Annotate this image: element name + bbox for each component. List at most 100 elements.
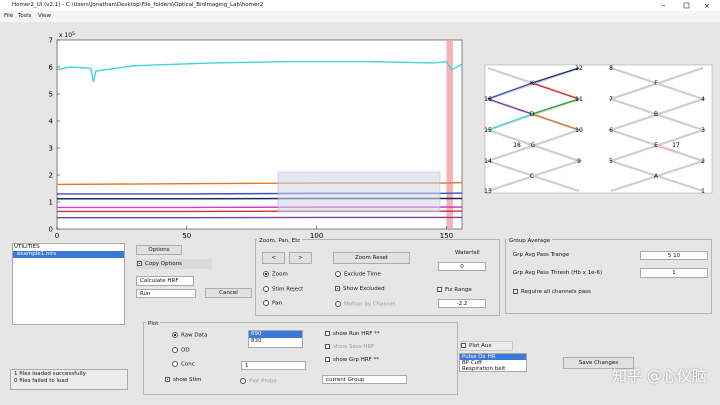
fix-range-checkbox[interactable]: Fix Range <box>437 287 472 293</box>
checkbox-label: Require all channels pass <box>521 289 591 295</box>
checkbox-label: Plot Aux <box>469 343 492 349</box>
pan-radio[interactable]: Pan <box>263 300 282 307</box>
prev-button[interactable]: < <box>262 252 285 264</box>
conc-radio[interactable]: Conc <box>172 361 195 368</box>
thresh-label: Grp Avg Pass Thresh (Hb x 1e-6) <box>513 270 603 276</box>
probe-area <box>484 64 713 194</box>
options-button[interactable]: Options <box>136 245 182 255</box>
checkbox-label: Copy Options <box>145 261 182 267</box>
x-tick-label: 50 <box>182 232 191 240</box>
zoom-reset-button[interactable]: Zoom Reset <box>333 252 410 264</box>
exponent-base: x 10 <box>59 32 72 39</box>
axis-exponent: x 105 <box>59 31 75 39</box>
probe-links <box>607 66 707 193</box>
trange-field[interactable]: 5 10 <box>640 251 708 260</box>
thresh-field[interactable]: 1 <box>640 268 708 278</box>
y-tick-label: 2 <box>49 172 53 180</box>
probe-label: 16 <box>484 96 492 103</box>
save-button[interactable]: Save Changes <box>563 357 634 369</box>
window-title: Homer2_UI (v2.1) - C:\Users\Jonathan\Des… <box>12 2 264 8</box>
probe-label: F <box>654 80 658 87</box>
file-list[interactable]: UTILITIES example1.nirs <box>12 243 125 325</box>
checkbox-label: Show Excluded <box>343 286 385 292</box>
show-sess-hrf-checkbox[interactable]: show Sess HRF <box>325 344 374 350</box>
menu-item[interactable]: View <box>38 13 52 19</box>
menu-bar <box>0 11 720 22</box>
y-tick-label: 1 <box>49 199 53 207</box>
trange-label: Grp Avg Pass Trange <box>513 252 570 258</box>
radio-label: Motion by Channel <box>344 301 396 308</box>
probe-label: E <box>654 142 658 149</box>
plot-aux-checkbox[interactable]: Plot Aux <box>460 341 513 351</box>
probe-label: 12 <box>575 65 583 72</box>
probe-label: 11 <box>575 96 583 103</box>
scope-dropdown[interactable]: Run <box>136 289 196 298</box>
motion-channel-radio[interactable]: Motion by Channel <box>335 301 395 308</box>
probe-label: G <box>531 142 536 149</box>
stim-reject-radio[interactable]: Stim Reject <box>263 286 303 293</box>
od-radio[interactable]: OD <box>172 347 190 354</box>
aux-item[interactable]: Pulse Ox HR <box>460 354 526 360</box>
aux-list[interactable]: Pulse Ox HR BP Cuff Respiration belt <box>459 353 527 372</box>
probe-links <box>607 66 707 193</box>
checkbox-label: show Sess HRF <box>333 344 375 350</box>
title-bar <box>0 0 720 11</box>
wavelength-list[interactable]: 690 830 <box>248 330 303 348</box>
probe-label: 3 <box>701 127 705 134</box>
group-average-panel <box>505 239 712 314</box>
plot-probe-radio[interactable]: Plot Probe <box>240 378 277 385</box>
panel-title: Group Average <box>507 237 553 245</box>
status-box: 1 files loaded successfully 0 files fail… <box>10 369 128 390</box>
wavelength-item[interactable]: 690 <box>249 331 302 338</box>
probe-label: 14 <box>484 158 492 165</box>
channel-line <box>487 113 533 131</box>
group-dropdown[interactable]: current Group <box>322 375 407 384</box>
radio-label: Conc <box>181 361 195 368</box>
minimize-button[interactable]: – <box>662 1 666 9</box>
next-button[interactable]: > <box>289 252 312 264</box>
file-item[interactable]: example1.nirs <box>13 251 124 258</box>
show-stim-checkbox[interactable]: show Stim <box>165 377 202 383</box>
probe-label: 5 <box>609 158 613 165</box>
show-grp-hrf-checkbox[interactable]: show Grp HRF ** <box>325 357 379 363</box>
raw-data-radio[interactable]: Raw Data <box>172 332 207 339</box>
wavelength-item[interactable]: 830 <box>251 338 262 344</box>
probe-label: A <box>654 173 659 180</box>
popup-overlay <box>277 171 441 213</box>
aux-item[interactable]: Respiration belt <box>462 366 506 372</box>
channel-line <box>531 98 580 115</box>
y-tick-label: 5 <box>49 91 53 99</box>
require-all-checkbox[interactable]: Require all channels pass <box>513 289 591 295</box>
zoom-radio[interactable]: Zoom <box>263 271 288 278</box>
close-button[interactable]: × <box>704 2 710 10</box>
probe-label: D <box>530 111 535 118</box>
probe-label: 6 <box>609 127 613 134</box>
probe-label: 2 <box>701 158 705 165</box>
excluded-region <box>446 40 453 229</box>
range-field[interactable]: -2.2 <box>438 299 486 308</box>
condition-dropdown[interactable]: 1 <box>241 361 306 370</box>
waterfall-field[interactable]: 0 <box>438 262 486 271</box>
show-run-hrf-checkbox[interactable]: show Run HRF ** <box>325 331 380 337</box>
calculate-field[interactable]: Calculate HRF <box>136 276 194 286</box>
waterfall-label: Waterfall <box>455 250 480 256</box>
probe-label: K <box>530 80 535 87</box>
copy-options-checkbox[interactable]: Copy Options <box>136 259 212 269</box>
show-excluded-checkbox[interactable]: Show Excluded <box>335 286 385 292</box>
maximize-button[interactable] <box>683 2 690 9</box>
radio-label: Raw Data <box>181 332 208 339</box>
probe-label: C <box>530 173 534 180</box>
aux-item[interactable]: BP Cuff <box>462 360 482 366</box>
panel-title: Plot <box>146 320 161 328</box>
probe-label: 13 <box>484 188 492 195</box>
radio-label: OD <box>181 347 190 354</box>
x-tick-label: 100 <box>310 232 323 240</box>
exclude-time-radio[interactable]: Exclude Time <box>335 271 381 278</box>
menu-item[interactable]: File <box>4 13 14 19</box>
cancel-button[interactable]: Cancel <box>205 288 252 298</box>
plot-panel <box>143 322 458 395</box>
menu-item[interactable]: Tools <box>18 13 32 19</box>
zoom-panel <box>255 239 500 316</box>
probe-labels: 12 8 K F 16 11 7 4 D B 15 10 6 3 18 G E 17 14 9 5 2 C A 13 1 <box>484 65 705 195</box>
